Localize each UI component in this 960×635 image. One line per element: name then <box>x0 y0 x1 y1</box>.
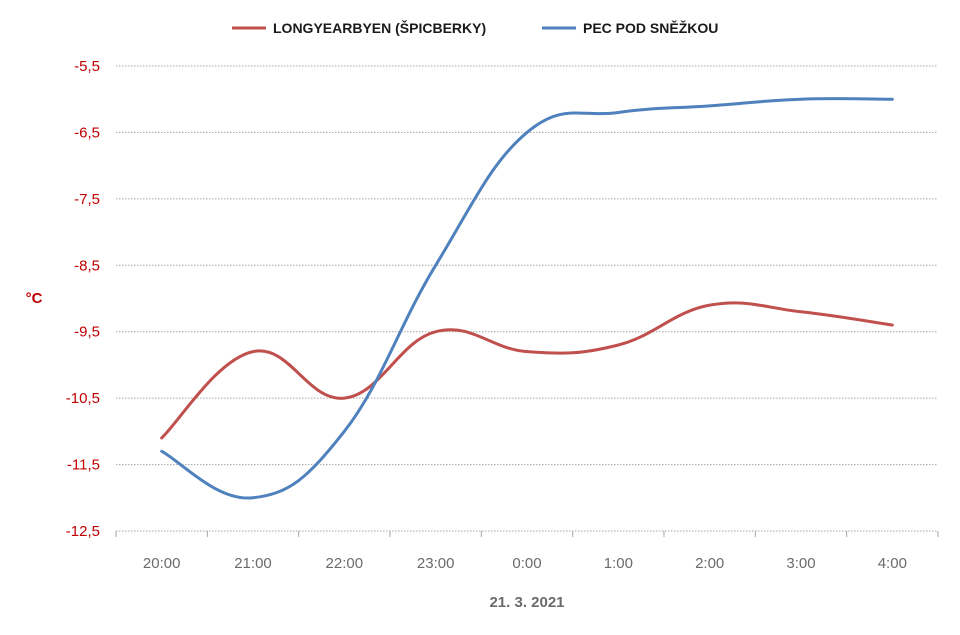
x-tick-label: 1:00 <box>604 555 633 572</box>
y-axis-ticks: -5,5 -6,5 -7,5 -8,5 -9,5 -10,5 -11,5 -12,5 <box>66 58 100 540</box>
y-tick-label: -11,5 <box>67 457 100 474</box>
x-tick-label: 0:00 <box>512 555 541 572</box>
x-tick-label: 4:00 <box>878 555 907 572</box>
x-tick-label: 20:00 <box>143 555 181 572</box>
x-tick-label: 21:00 <box>234 555 272 572</box>
y-tick-label: -5,5 <box>74 58 100 75</box>
x-tick-label: 3:00 <box>786 555 815 572</box>
x-axis-title: 21. 3. 2021 <box>489 594 564 611</box>
series-lines <box>160 97 894 500</box>
legend: LONGYEARBYEN (ŠPICBERKY) PEC POD SNĚŽKOU <box>232 19 718 36</box>
y-tick-label: -10,5 <box>66 390 100 407</box>
gridlines <box>115 65 939 537</box>
legend-label-pec-pod-snezkou: PEC POD SNĚŽKOU <box>583 19 718 36</box>
x-axis-ticks: 20:00 21:00 22:00 23:00 0:00 1:00 2:00 3:00 4:00 <box>143 555 907 572</box>
x-tick-label: 22:00 <box>326 555 364 572</box>
y-axis-title: °C <box>26 290 43 307</box>
x-tick-label: 2:00 <box>695 555 724 572</box>
series-line-longyearbyen <box>160 301 894 440</box>
series-line-pec-pod-snezkou <box>160 97 894 500</box>
legend-label-longyearbyen: LONGYEARBYEN (ŠPICBERKY) <box>273 19 486 36</box>
y-tick-label: -7,5 <box>74 191 100 208</box>
x-tick-label: 23:00 <box>417 555 455 572</box>
y-tick-label: -12,5 <box>66 523 100 540</box>
y-tick-label: -8,5 <box>74 257 100 274</box>
y-tick-label: -9,5 <box>74 324 100 341</box>
y-tick-label: -6,5 <box>74 124 100 141</box>
